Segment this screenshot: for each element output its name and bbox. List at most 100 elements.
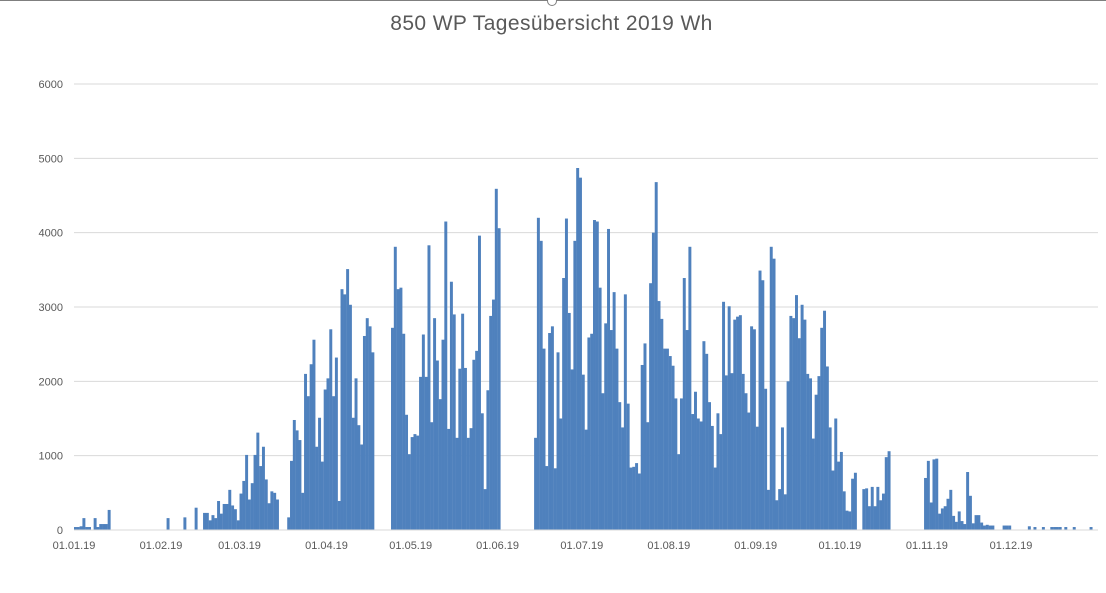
bar [780,427,784,530]
bar [413,434,417,530]
resize-handle[interactable] [547,0,557,6]
bar [621,427,625,530]
bar [960,521,964,530]
bar [534,437,538,530]
bar [724,375,728,530]
bar [228,489,232,530]
bar [618,402,622,530]
bar [719,434,723,530]
bar [480,413,484,530]
bar [581,374,585,530]
bar [461,313,465,530]
bar [792,318,796,530]
bar [696,418,700,530]
bar [649,283,653,530]
bar [562,278,566,530]
bar [203,512,207,530]
bar [1055,527,1059,530]
bar [609,330,613,530]
bar [556,352,560,530]
bar [593,220,596,530]
bar [814,394,818,530]
bar [320,461,324,530]
bar [402,333,406,530]
bar [536,217,540,531]
bar [733,319,737,530]
bar [466,437,470,530]
bar [775,500,779,530]
bar [194,507,198,530]
bar [747,412,751,530]
bar [926,460,930,530]
bar [834,418,838,530]
bar [365,318,369,530]
x-tick-label: 01.05.19 [389,540,432,552]
bar [217,501,221,530]
bar [441,339,445,530]
bar [492,299,495,530]
bar [665,348,669,530]
bar [424,376,428,530]
bar [980,522,984,530]
bar [96,527,100,530]
bar [1027,526,1031,530]
y-tick-label: 3000 [39,302,63,314]
bar [318,417,322,530]
bar [222,503,226,530]
bar [1002,525,1006,530]
bar [564,218,568,531]
bar [615,348,619,530]
bar [705,353,709,530]
bar [396,289,400,530]
bar [475,350,479,530]
x-tick-label: 01.08.19 [647,540,690,552]
bar [848,511,852,530]
bar [334,357,338,530]
bar [1005,525,1009,530]
x-tick-label: 01.07.19 [560,540,603,552]
bar [750,326,754,530]
bar [803,319,807,530]
gridlines [74,83,1098,457]
bar [674,398,678,530]
bar [309,364,313,530]
bar [421,334,425,530]
bar [820,327,824,530]
x-tick-label: 01.01.19 [53,540,96,552]
bar [351,417,355,530]
bar [477,235,481,530]
bar [800,304,804,530]
bar [741,373,745,530]
bar [637,473,641,530]
bar [219,513,223,530]
bar [371,352,375,530]
bar [104,524,108,530]
bar [789,315,793,530]
bar [410,437,414,530]
bar [943,506,947,530]
bar [253,454,257,530]
x-tick-label: 01.11.19 [906,540,948,552]
bar [1041,527,1045,530]
bar [722,301,726,530]
bar [567,312,571,530]
bar [806,373,810,530]
bar [208,520,212,530]
bar [755,426,759,530]
bar [570,369,574,530]
bar [1050,527,1054,530]
bar [102,524,106,530]
bar [444,221,448,530]
bar [427,245,431,531]
bar [405,414,409,530]
bar [553,468,557,530]
bar [694,391,697,530]
y-tick-label: 1000 [39,451,63,463]
bar [590,333,594,530]
bar [452,314,456,530]
bar [646,422,650,530]
bar [691,414,695,530]
bar [809,378,812,530]
bar [966,472,970,530]
y-tick-label: 4000 [39,228,63,240]
